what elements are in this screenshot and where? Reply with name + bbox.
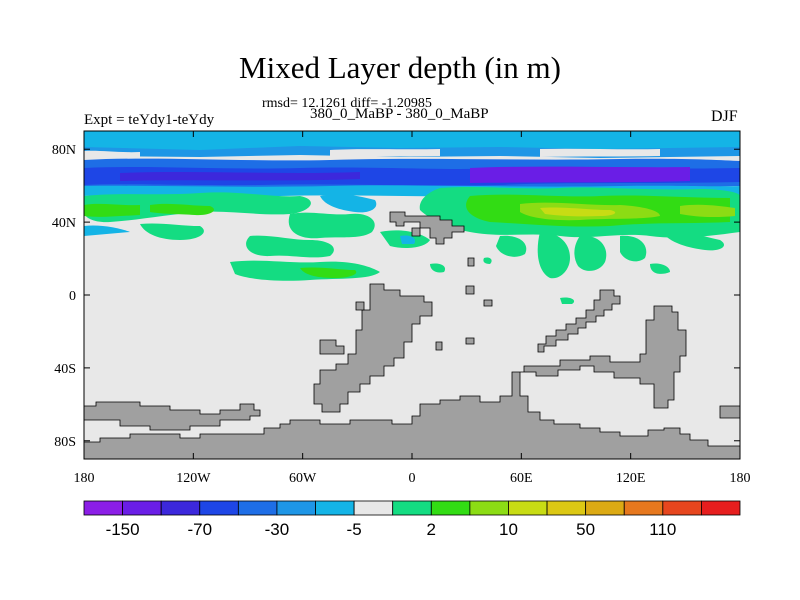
x-tick-label: 180 (74, 471, 95, 486)
x-tick-label: 60W (289, 471, 317, 486)
y-tick-label: 40S (54, 362, 76, 377)
experiment-label: Expt = teYdy1-teYdy (84, 112, 215, 128)
plot-title: Mixed Layer depth (in m) (239, 50, 561, 85)
colorbar-swatch (546, 500, 587, 516)
colorbar-swatch (701, 500, 741, 516)
x-tick-label: 120E (616, 471, 646, 486)
colorbar-label: 50 (576, 520, 595, 539)
colorbar-swatch (508, 500, 548, 516)
colorbar-swatch (83, 500, 123, 516)
midlatitude-anomaly-patches (84, 187, 740, 304)
land-masses (84, 211, 740, 459)
colorbar-swatch (160, 500, 201, 516)
case-subtitle: 380_0_MaBP - 380_0_MaBP (310, 106, 489, 122)
colorbar-label: 10 (499, 520, 518, 539)
x-tick-label: 180 (730, 471, 751, 486)
y-tick-label: 80S (54, 435, 76, 450)
colorbar-label: 2 (427, 520, 436, 539)
colorbar-swatch (662, 500, 702, 516)
x-tick-label: 0 (409, 471, 416, 486)
colorbar-label: -5 (347, 520, 362, 539)
y-tick-label: 40N (52, 216, 76, 231)
colorbar-swatch (353, 500, 394, 516)
colorbar-swatch (276, 500, 316, 516)
colorbar-swatch (237, 500, 278, 516)
colorbar-swatch (585, 500, 625, 516)
stats-subtitle: rmsd= 12.1261 diff= -1.20985 (262, 96, 432, 111)
x-tick-label: 60E (510, 471, 533, 486)
colorbar-swatch (122, 500, 162, 516)
colorbar-swatch (315, 500, 355, 516)
colorbar-swatch (623, 500, 664, 516)
y-tick-label: 80N (52, 143, 76, 158)
map-axes: 180 120W 60W 0 60E 120E 180 80N 40N 0 40S 80S (52, 131, 751, 486)
y-tick-label: 0 (69, 289, 76, 304)
colorbar-label: -30 (265, 520, 290, 539)
colorbar-swatch (199, 500, 239, 516)
colorbar-swatch (469, 500, 509, 516)
season-label: DJF (711, 108, 738, 125)
colorbar-label: -150 (106, 520, 140, 539)
colorbar-swatch (392, 500, 432, 516)
x-tick-label: 120W (176, 471, 211, 486)
colorbar-label: 110 (649, 520, 676, 539)
colorbar-label: -70 (187, 520, 212, 539)
colorbar-swatch (430, 500, 471, 516)
